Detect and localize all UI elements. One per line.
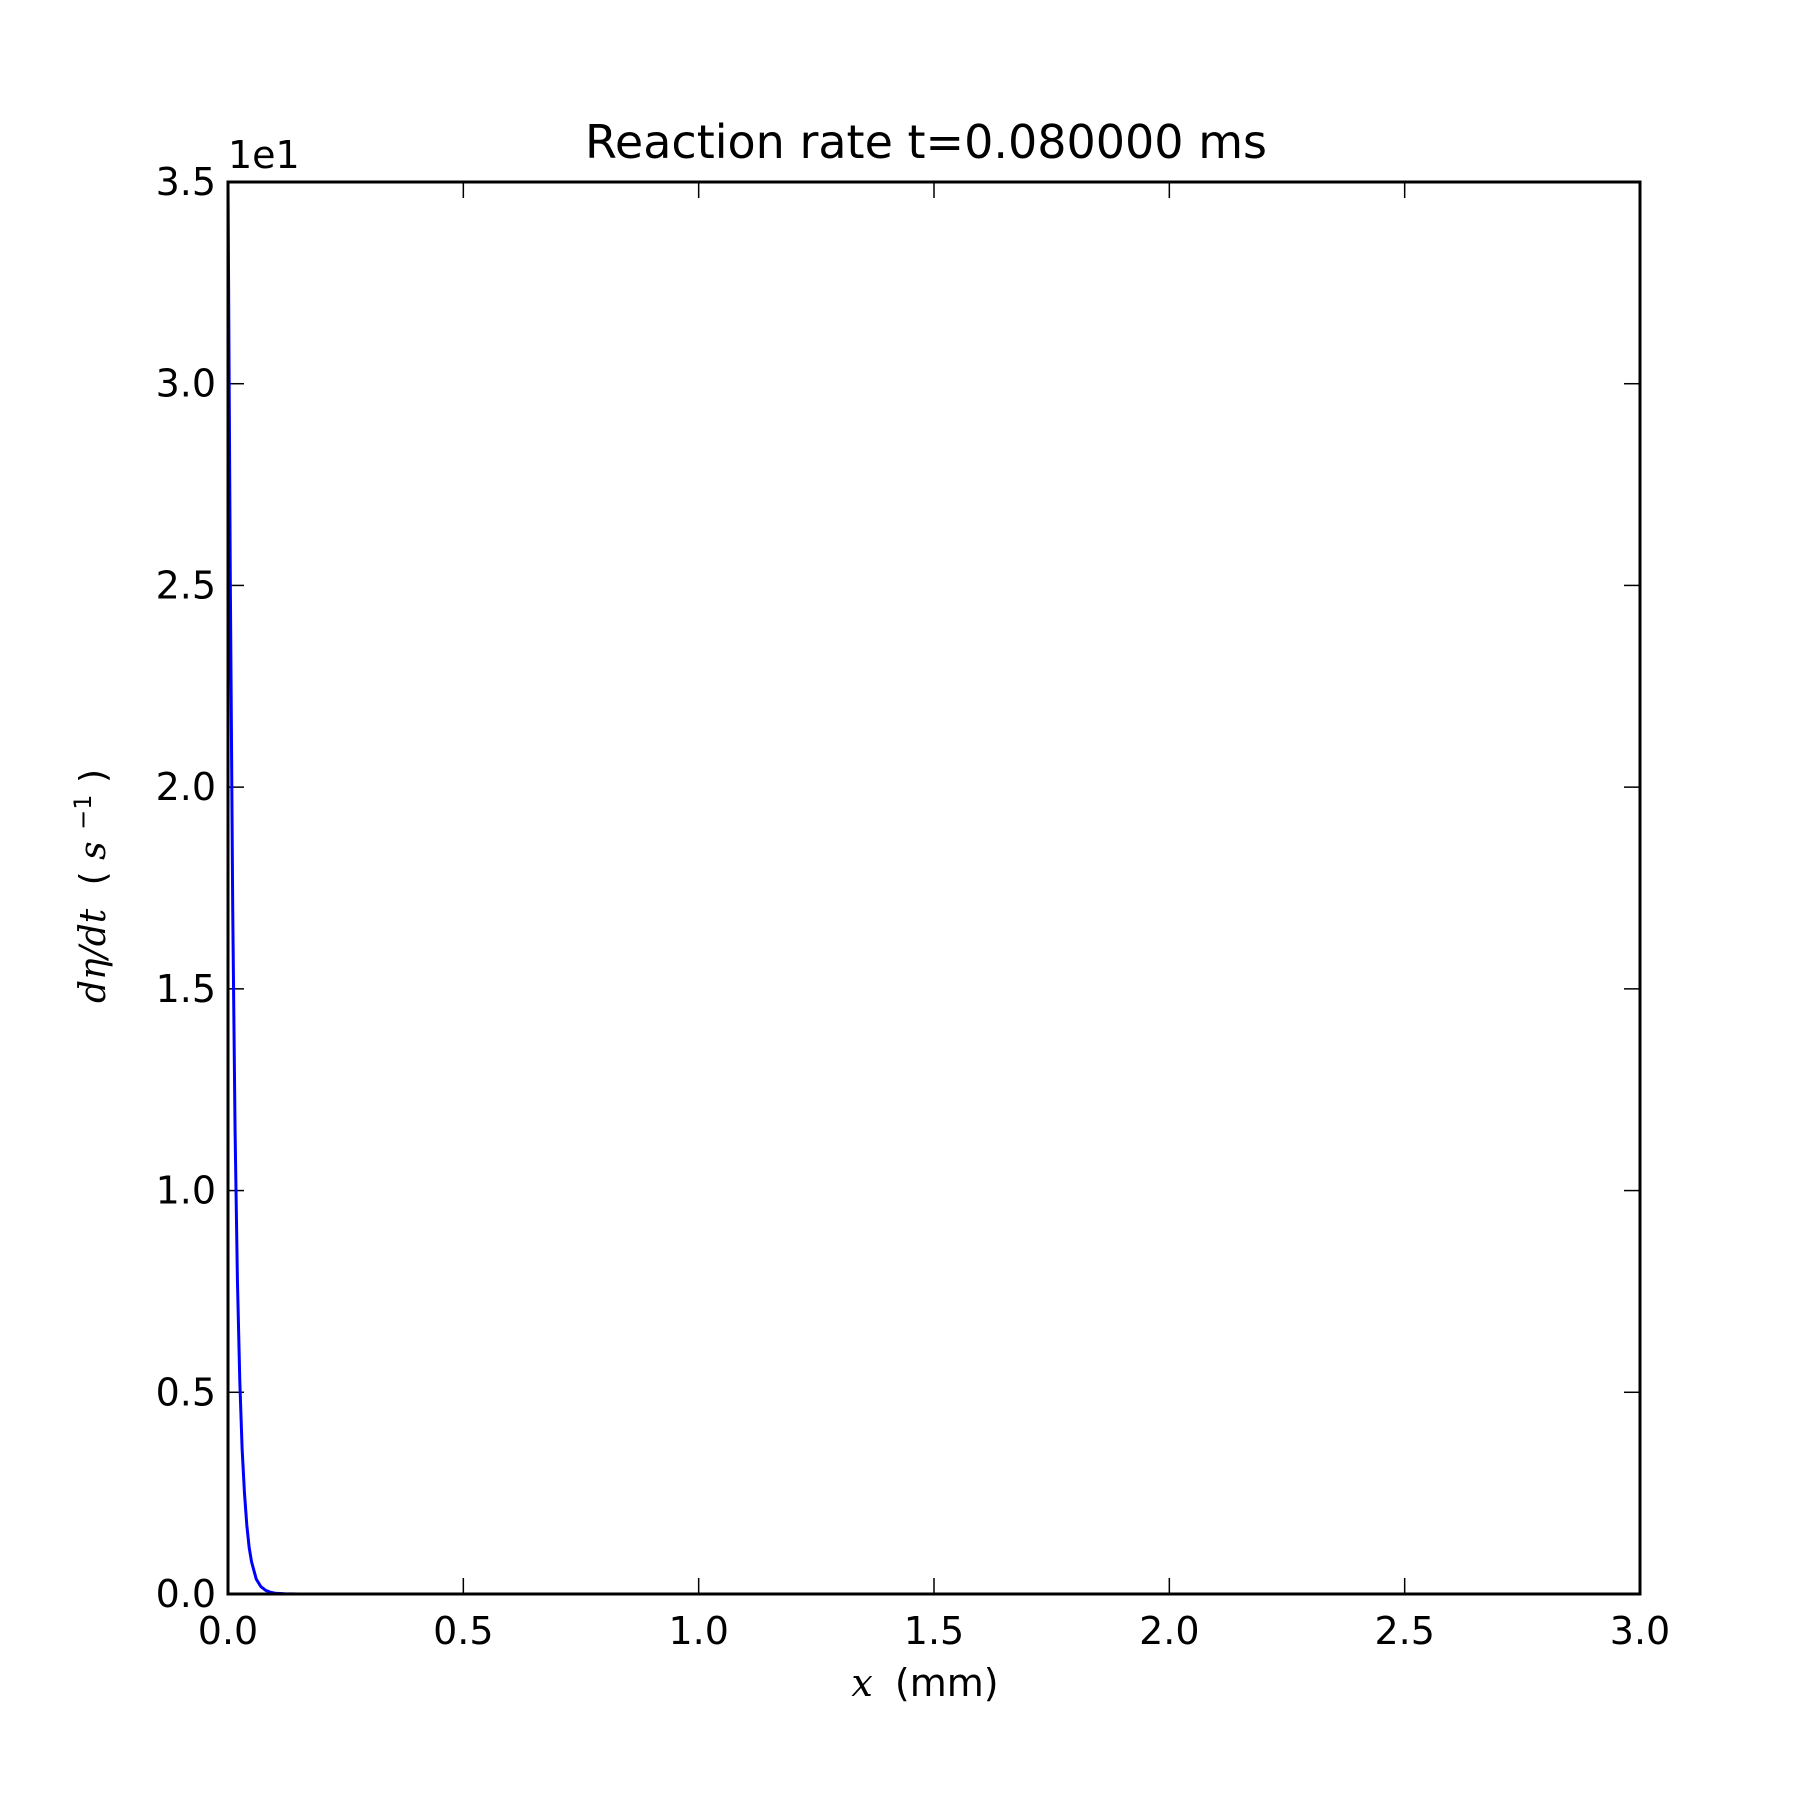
x-tick-label: 2.0: [1139, 1609, 1199, 1653]
x-axis-label: x (mm): [851, 1661, 998, 1705]
y-axis-offset-label: 1e1: [228, 133, 300, 177]
y-tick-label: 1.0: [156, 1169, 216, 1213]
x-axis-label-symbol: x: [851, 1661, 872, 1705]
x-tick-label: 3.0: [1610, 1609, 1670, 1653]
y-tick-label: 0.5: [156, 1370, 216, 1414]
y-tick-label: 1.5: [156, 967, 216, 1011]
x-axis-label-unit: (mm): [895, 1661, 999, 1705]
plot-area: 0.0 0.5 1.0 1.5 2.0 2.5 3.0 0.0 0.5 1.0 1.5 2.0 2.5 3…: [156, 160, 1671, 1653]
x-tick-label: 0.0: [198, 1609, 258, 1653]
chart-title: Reaction rate t=0.080000 ms: [585, 115, 1267, 169]
y-axis-label-paren-close: ): [73, 769, 114, 783]
x-tick-label: 1.0: [668, 1609, 728, 1653]
x-tick-label: 0.5: [433, 1609, 493, 1653]
y-tick-label: 3.5: [156, 160, 216, 204]
y-tick-label: 3.0: [156, 362, 216, 406]
axis-tick-labels: 0.0 0.5 1.0 1.5 2.0 2.5 3.0 0.0 0.5 1.0 1.5 2.0 2.5 3…: [156, 160, 1671, 1653]
x-tick-label: 2.5: [1374, 1609, 1434, 1653]
y-tick-label: 0.0: [156, 1572, 216, 1616]
y-axis-label-paren-open: (: [73, 871, 114, 885]
y-axis-label-unit-base: s: [73, 841, 114, 859]
y-axis-label: dη/dt ( s −1 ): [59, 769, 114, 1003]
y-tick-label: 2.0: [156, 765, 216, 809]
y-axis-label-symbol: dη/dt: [73, 908, 114, 1003]
y-axis-label-unit-exponent: −1: [69, 794, 97, 829]
y-tick-label: 2.5: [156, 563, 216, 607]
axes-frame: [226, 180, 1642, 1596]
x-tick-label: 1.5: [904, 1609, 964, 1653]
